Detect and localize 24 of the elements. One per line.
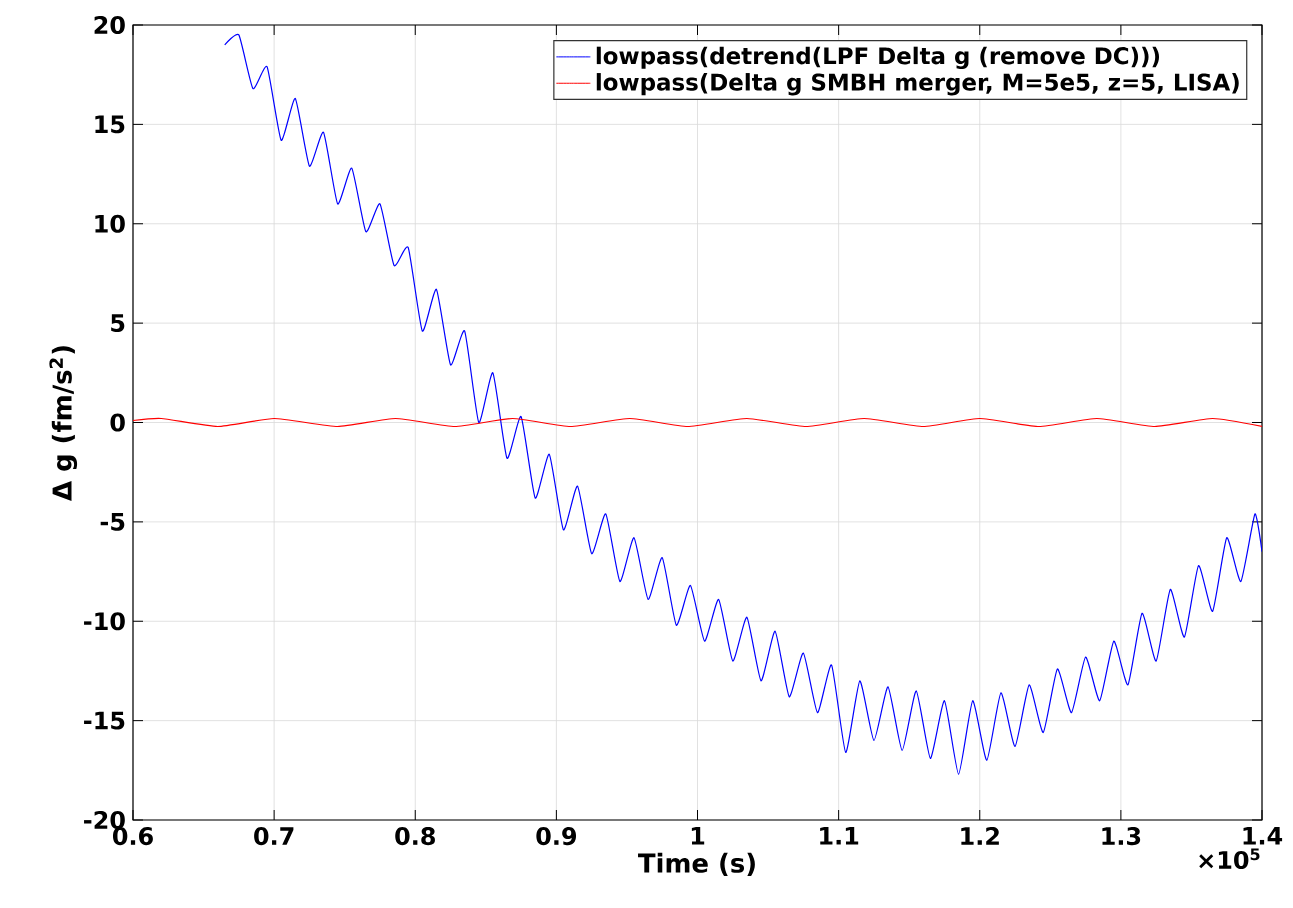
legend-label: lowpass(detrend(LPF Delta g (remove DC))) bbox=[596, 46, 1160, 70]
x-tick-label: 1.4 bbox=[1243, 827, 1283, 845]
x-tick-label: 0.7 bbox=[254, 827, 294, 846]
legend-label: lowpass(Delta g SMBH merger, M=5e5, z=5, LISA) bbox=[596, 73, 1239, 96]
x-tick-label: 0.6 bbox=[112, 827, 153, 846]
line-series bbox=[224, 34, 1263, 775]
x-tick-label: 0.8 bbox=[395, 827, 435, 846]
y-tick-label: 10 bbox=[95, 214, 125, 233]
x-tick-label: 0.9 bbox=[536, 827, 577, 846]
x-tick-label: 1 bbox=[691, 827, 705, 845]
y-tick-label: -15 bbox=[84, 711, 125, 730]
y-tick-label: -10 bbox=[84, 612, 125, 631]
y-tick-label: 15 bbox=[95, 115, 125, 134]
y-tick-label: 5 bbox=[111, 314, 125, 333]
y-axis-title: Δ g (fm/s$^{2}$) bbox=[49, 346, 78, 501]
text: ×10$^{5}$ bbox=[1199, 848, 1260, 870]
x-tick-label: 1.3 bbox=[1102, 827, 1141, 846]
y-tick-label: -5 bbox=[100, 512, 125, 531]
x-tick-label: 1.2 bbox=[961, 827, 999, 845]
x-tick-label: 1.1 bbox=[820, 827, 859, 845]
y-tick-label: 0 bbox=[110, 413, 125, 432]
x-axis-title: Time (s) bbox=[638, 852, 755, 876]
y-tick-label: 20 bbox=[94, 15, 125, 35]
y-tick-label: -20 bbox=[84, 810, 125, 830]
